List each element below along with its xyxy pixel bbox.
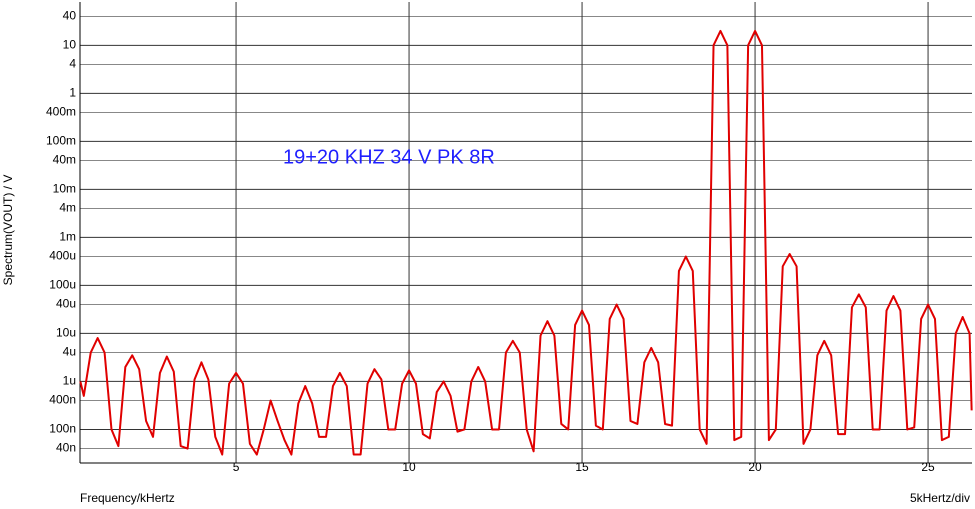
- y-tick-label: 1u: [63, 374, 76, 388]
- y-tick-label: 400n: [49, 393, 76, 407]
- y-tick-label: 100u: [49, 278, 76, 292]
- y-tick-label: 4: [69, 57, 76, 71]
- y-tick-label: 100n: [49, 422, 76, 436]
- y-tick-label: 100m: [46, 134, 76, 148]
- y-tick-label: 10: [63, 38, 77, 52]
- x-axis-label: Frequency/kHertz: [80, 491, 175, 505]
- y-tick-label: 40n: [56, 441, 76, 455]
- x-tick-label: 15: [575, 460, 589, 474]
- x-tick-label: 10: [402, 460, 416, 474]
- y-tick-label: 4m: [59, 201, 76, 215]
- y-tick-label: 1m: [59, 230, 76, 244]
- y-tick-label: 400m: [46, 105, 76, 119]
- y-tick-label: 10m: [53, 182, 76, 196]
- x-tick-label: 5: [233, 460, 240, 474]
- y-axis-label: Spectrum(VOUT) / V: [1, 175, 15, 286]
- y-tick-label: 40: [63, 9, 77, 23]
- y-tick-label: 10u: [56, 326, 76, 340]
- spectrum-line: [79, 29, 973, 456]
- y-tick-label: 1: [69, 86, 76, 100]
- x-scale-label: 5kHertz/div: [910, 491, 970, 505]
- y-tick-label: 4u: [63, 345, 76, 359]
- y-tick-label: 400u: [49, 249, 76, 263]
- y-tick-label: 40m: [53, 153, 76, 167]
- x-tick-label: 20: [748, 460, 762, 474]
- annotation: 19+20 KHZ 34 V PK 8R: [283, 146, 495, 168]
- x-tick-label: 25: [921, 460, 935, 474]
- y-tick-label: 40u: [56, 297, 76, 311]
